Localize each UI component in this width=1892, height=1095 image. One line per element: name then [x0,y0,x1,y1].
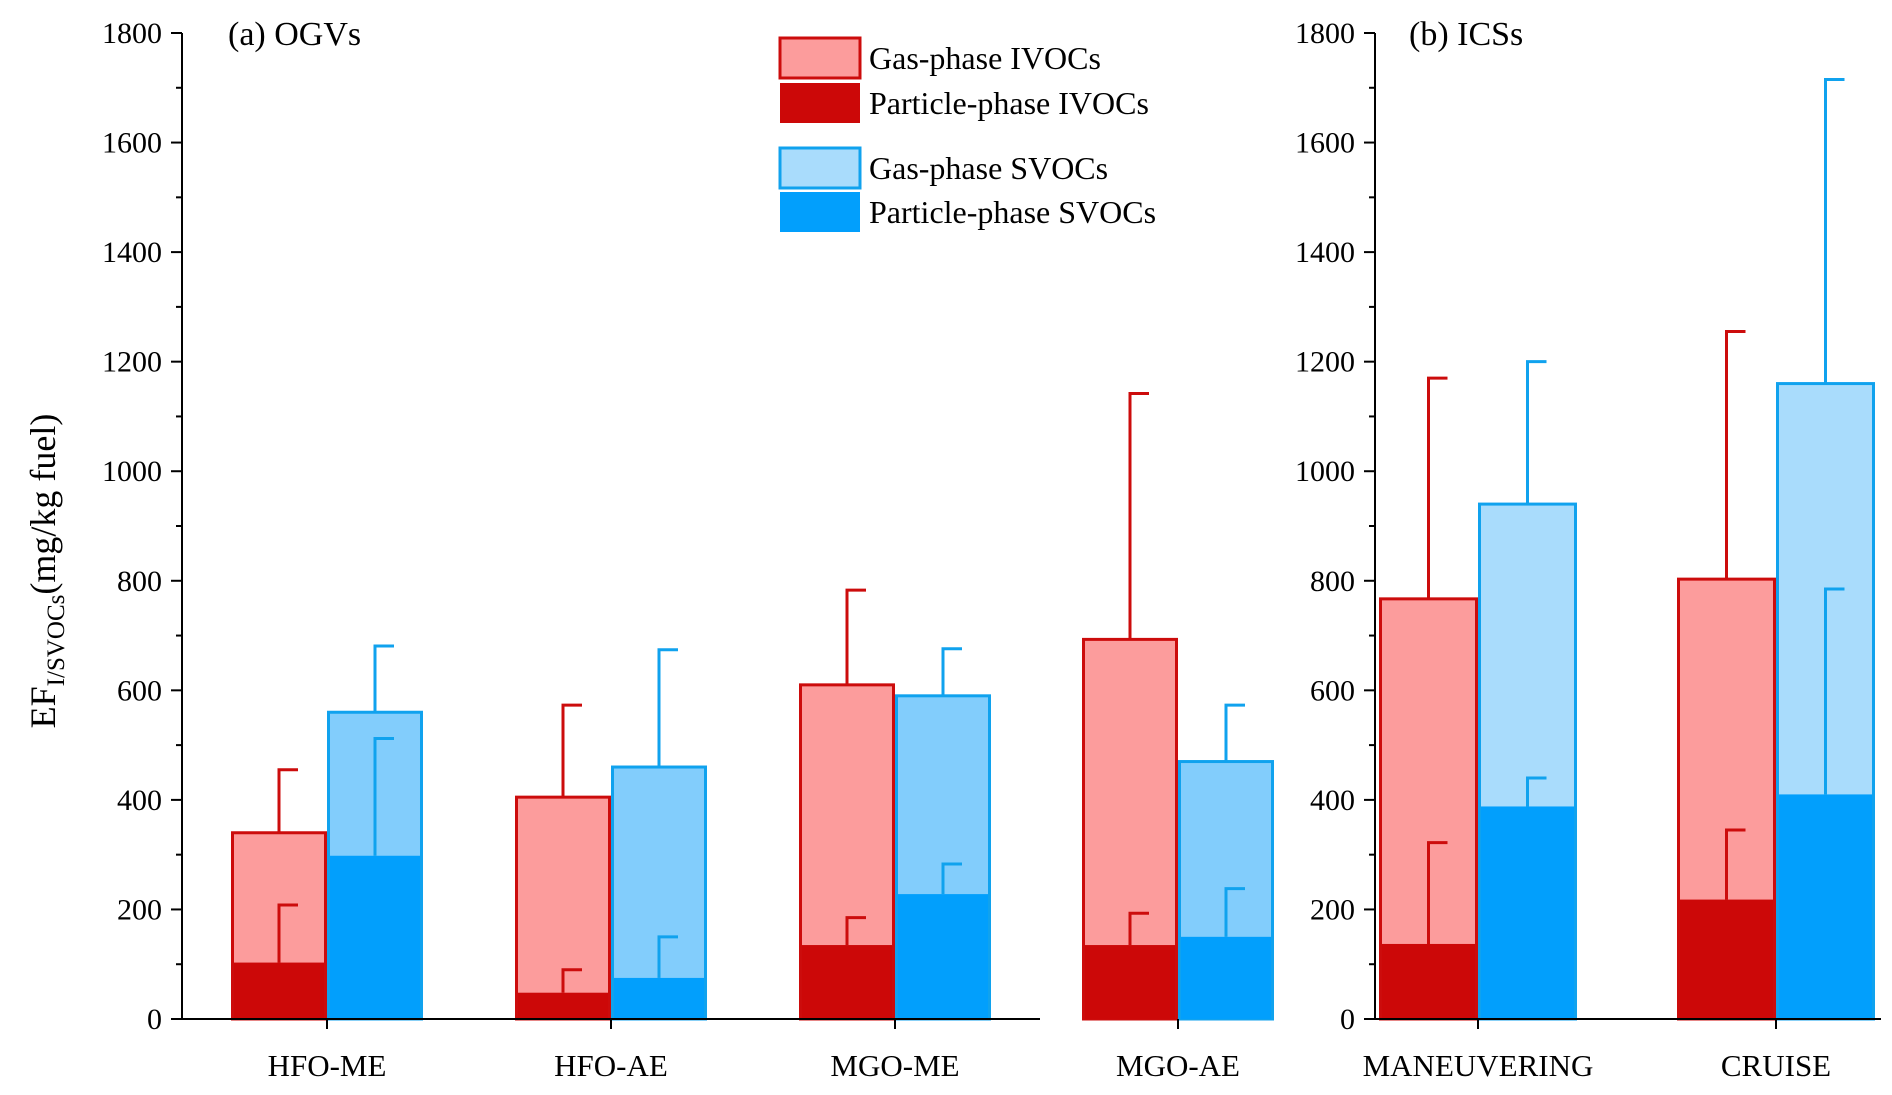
y-tick-label-1600: 1600 [1295,127,1355,160]
bar-particle-svoc-mgo-me [898,894,988,1019]
y-tick-label-1200: 1200 [1295,346,1355,379]
bar-particle-svoc-hfo-me [330,855,420,1019]
error-bar-gas-svoc-maneuvering [1526,360,1547,505]
bar-particle-svoc-hfo-ae [614,977,704,1019]
error-bar-particle-svoc-mgo-me [941,862,962,895]
legend-label: Particle-phase SVOCs [869,194,1156,230]
y-axis-label: EFI/SVOCs(mg/kg fuel) [23,414,70,729]
legend-item-gas-phase-ivocs: Gas-phase IVOCs [778,36,1101,80]
error-bar-gas-ivoc-hfo-ae [561,703,582,798]
x-tick-label-mgo-ae: MGO-AE [1116,1048,1240,1083]
y-tick-label-1800: 1800 [1295,17,1355,50]
legend-swatch [780,192,860,232]
panel-title: (a) OGVs [228,16,361,53]
error-bar-gas-ivoc-hfo-me [277,768,298,833]
category-cruise: CRUISE [1677,78,1875,1083]
bar-particle-ivoc-hfo-me [234,962,324,1019]
error-bar-gas-ivoc-mgo-me [845,588,866,685]
error-bar-gas-svoc-hfo-ae [657,648,678,768]
y-tick-label-200: 200 [117,893,162,926]
x-tick-label-maneuvering: MANEUVERING [1363,1048,1594,1083]
error-bar-gas-ivoc-maneuvering [1427,376,1448,599]
x-tick-label-hfo-me: HFO-ME [268,1048,387,1083]
y-tick-label-0: 0 [147,1003,162,1036]
error-bar-particle-svoc-maneuvering [1526,776,1547,807]
error-bar-particle-svoc-hfo-ae [657,935,678,978]
legend-item-particle-phase-svocs: Particle-phase SVOCs [780,192,1156,232]
error-bar-particle-ivoc-mgo-ae [1128,911,1149,946]
error-bar-gas-svoc-hfo-me [373,644,394,713]
category-hfo-ae: HFO-AE [515,648,707,1083]
error-bar-particle-ivoc-cruise [1725,828,1746,900]
category-maneuvering: MANEUVERING [1363,360,1594,1083]
y-tick-label-600: 600 [117,674,162,707]
bar-particle-ivoc-hfo-ae [518,992,608,1019]
legend-label: Particle-phase IVOCs [869,85,1149,121]
error-bar-gas-ivoc-mgo-ae [1128,391,1149,640]
y-tick-label-1600: 1600 [102,127,162,160]
error-bar-particle-svoc-mgo-ae [1224,887,1245,937]
bar-particle-svoc-cruise [1779,794,1872,1019]
category-mgo-ae: MGO-AE [1082,391,1274,1083]
y-tick-label-1000: 1000 [1295,455,1355,488]
y-tick-label-400: 400 [1310,784,1355,817]
legend-swatch [778,146,862,190]
legend-label: Gas-phase IVOCs [869,40,1101,76]
y-tick-label-400: 400 [117,784,162,817]
error-bar-particle-ivoc-hfo-me [277,903,298,963]
error-bar-particle-ivoc-mgo-me [845,916,866,946]
error-bar-particle-ivoc-hfo-ae [561,968,582,993]
error-bar-gas-svoc-cruise [1824,78,1845,384]
category-mgo-me: MGO-ME [799,588,991,1083]
x-tick-label-hfo-ae: HFO-AE [554,1048,668,1083]
error-bar-particle-svoc-hfo-me [373,737,394,856]
y-tick-label-1200: 1200 [102,346,162,379]
bar-particle-ivoc-mgo-ae [1085,945,1175,1019]
panel-title: (b) ICSs [1409,16,1523,53]
x-tick-label-mgo-me: MGO-ME [830,1048,959,1083]
bar-particle-ivoc-maneuvering [1382,943,1475,1019]
legend-swatch [780,83,860,123]
bar-particle-ivoc-mgo-me [802,945,892,1019]
error-bar-gas-svoc-mgo-ae [1224,703,1245,762]
panel-a: HFO-ME HFO-AE MGO-ME MGO-AE 0 200 400 600 800 100… [102,16,1274,1083]
legend-item-particle-phase-ivocs: Particle-phase IVOCs [780,83,1149,123]
bar-particle-svoc-mgo-ae [1181,936,1271,1019]
y-tick-label-1800: 1800 [102,17,162,50]
y-tick-label-1400: 1400 [1295,236,1355,269]
legend-swatch [778,36,862,80]
bar-particle-ivoc-cruise [1680,899,1773,1019]
legend-label: Gas-phase SVOCs [869,150,1108,186]
y-tick-label-1000: 1000 [102,455,162,488]
error-bar-gas-ivoc-cruise [1725,330,1746,580]
x-tick-label-cruise: CRUISE [1721,1048,1831,1083]
error-bar-particle-ivoc-maneuvering [1427,841,1448,944]
y-tick-label-200: 200 [1310,893,1355,926]
category-hfo-me: HFO-ME [231,644,423,1083]
y-tick-label-800: 800 [1310,565,1355,598]
legend-item-gas-phase-svocs: Gas-phase SVOCs [778,146,1108,190]
y-tick-label-0: 0 [1340,1003,1355,1036]
panel-b: MANEUVERING CRUISE 0 200 400 600 800 1000 1200 14… [1295,16,1881,1083]
legend: Gas-phase IVOCs Particle-phase IVOCs Gas-p… [778,36,1156,232]
y-tick-label-1400: 1400 [102,236,162,269]
bar-particle-svoc-maneuvering [1481,806,1574,1019]
y-label-sub: I/SVOCs [43,595,70,687]
y-tick-label-800: 800 [117,565,162,598]
error-bar-gas-svoc-mgo-me [941,647,962,696]
y-tick-label-600: 600 [1310,674,1355,707]
error-bar-particle-svoc-cruise [1824,587,1845,795]
y-label-tail: (mg/kg fuel) [23,414,63,595]
y-label-main: EF [23,686,63,728]
